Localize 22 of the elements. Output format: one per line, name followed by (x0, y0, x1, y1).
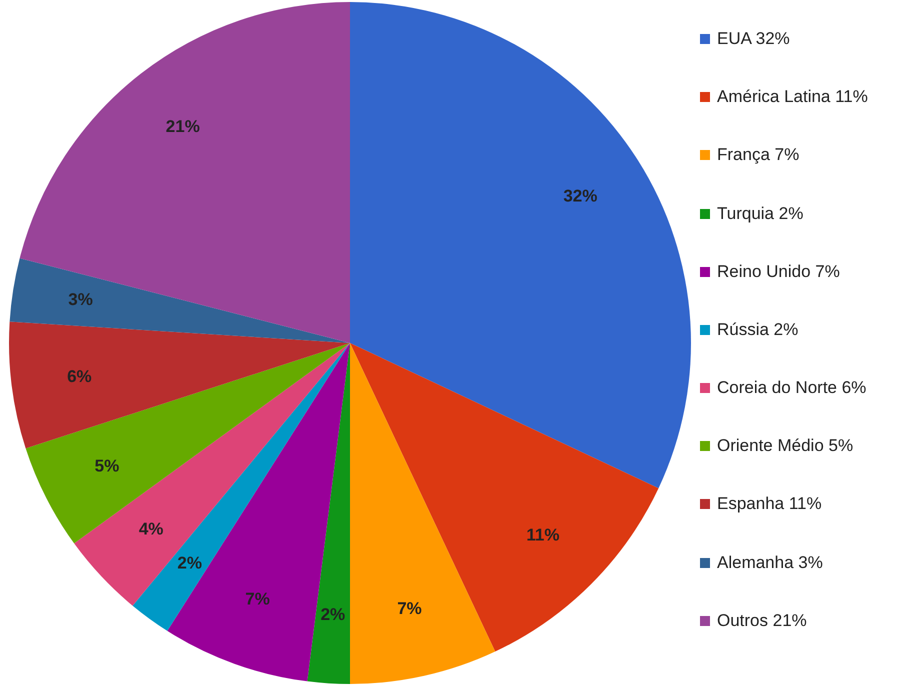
data-label: 7% (397, 598, 422, 618)
legend-label: América Latina 11% (717, 87, 869, 108)
data-label: 2% (177, 553, 202, 572)
data-label: 2% (320, 604, 346, 624)
data-label: 5% (94, 456, 120, 476)
data-label: 21% (166, 117, 200, 136)
legend-label: Coreia do Norte 6% (717, 378, 868, 398)
legend-label: Reino Unido 7% (717, 262, 841, 282)
legend-label: Alemanha 3% (717, 552, 824, 573)
legend-label: EUA 32% (717, 29, 791, 50)
legend-label: Rússia 2% (717, 320, 800, 340)
legend-label: Oriente Médio 5% (717, 436, 854, 456)
data-label: 11% (526, 526, 560, 545)
data-label: 7% (245, 589, 270, 608)
legend-label: Espanha 11% (717, 494, 823, 514)
data-label: 3% (68, 290, 93, 310)
data-label: 6% (67, 366, 92, 386)
data-label: 32% (563, 186, 598, 206)
legend-label: Outros 21% (717, 610, 808, 631)
data-label: 4% (138, 519, 164, 538)
legend-label: Turquia 2% (717, 204, 804, 224)
legend-label: França 7% (717, 145, 800, 166)
